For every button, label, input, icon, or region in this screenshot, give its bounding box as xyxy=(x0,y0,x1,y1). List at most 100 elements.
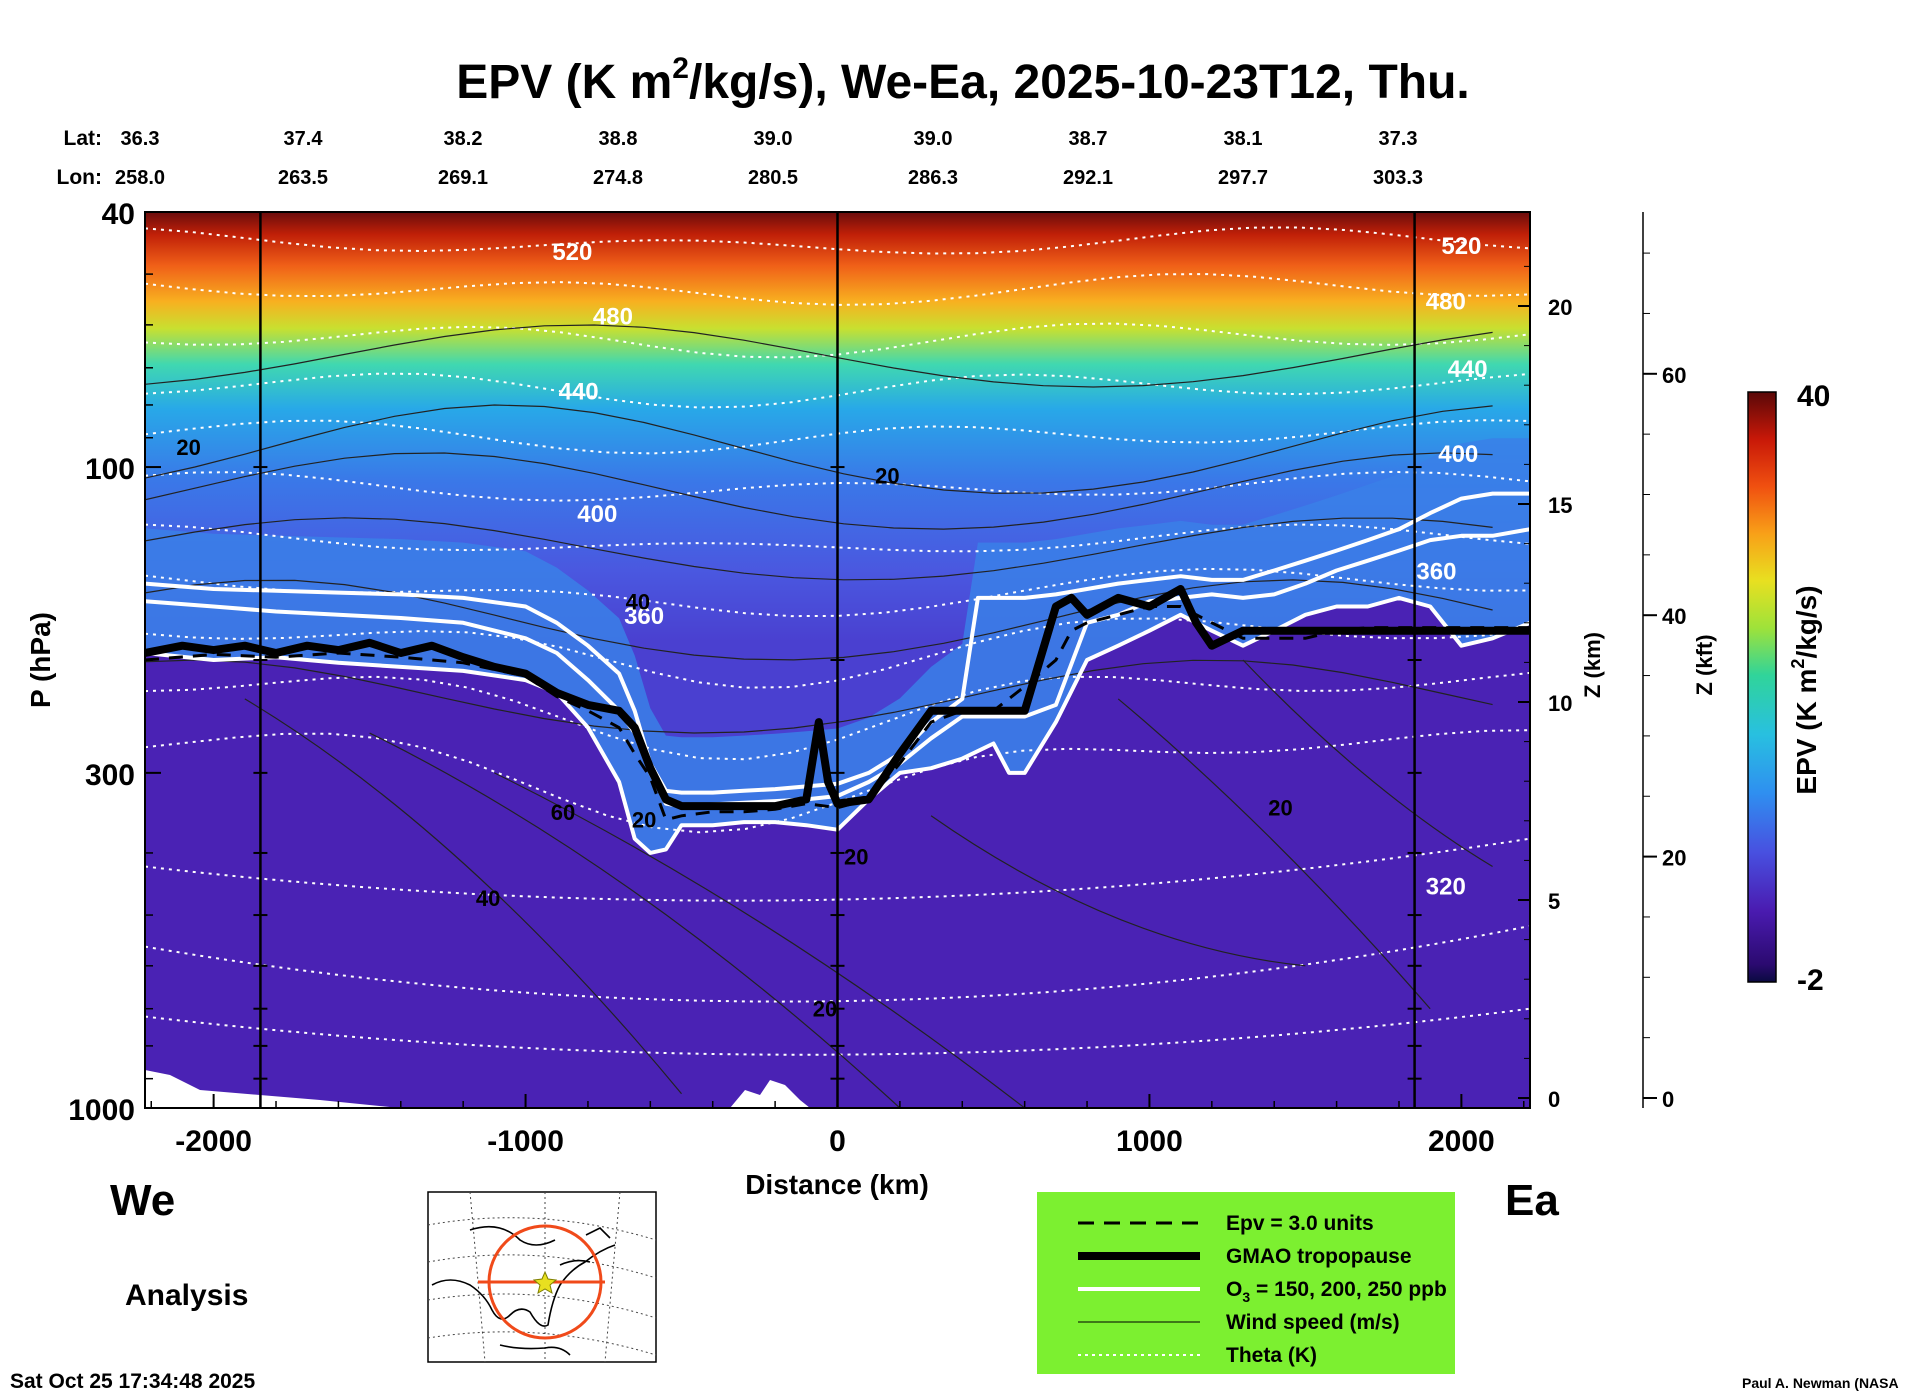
wind-label: 40 xyxy=(626,589,650,614)
header-lon-value: 297.7 xyxy=(1218,167,1268,189)
lat-label: Lat: xyxy=(64,127,103,150)
colorbar-label: EPV (K m2/kg/s) xyxy=(1788,585,1822,794)
header-lon-value: 274.8 xyxy=(593,167,643,189)
header-lon-value: 303.3 xyxy=(1373,167,1423,189)
legend-ozone-suffix: = 150, 200, 250 ppb xyxy=(1250,1278,1447,1301)
theta-label: 480 xyxy=(593,303,633,330)
legend-theta-label: Theta (K) xyxy=(1226,1344,1317,1367)
header-lon-value: 269.1 xyxy=(438,167,488,189)
x-tick-label: 1000 xyxy=(1116,1125,1183,1158)
surface-terrain xyxy=(145,1070,810,1108)
z-kft-axis-label: Z (kft) xyxy=(1692,634,1717,695)
zkft-tick-label: 0 xyxy=(1662,1087,1674,1112)
theta-label: 360 xyxy=(624,603,664,630)
header-lat-value: 39.0 xyxy=(754,128,793,150)
wind-contour xyxy=(145,452,1493,530)
header-lat-value: 38.8 xyxy=(599,128,638,150)
header-lat-value: 38.2 xyxy=(444,128,483,150)
legend-epv-label: Epv = 3.0 units xyxy=(1226,1212,1374,1235)
header-lat-value: 36.3 xyxy=(121,128,160,150)
p-tick-label: 1000 xyxy=(68,1094,135,1127)
header-lat-value: 37.3 xyxy=(1379,128,1418,150)
title-superscript: 2 xyxy=(672,52,689,85)
x-tick-label: 0 xyxy=(829,1125,846,1158)
p-tick-label: 100 xyxy=(85,453,135,486)
title-prefix: EPV (K m xyxy=(456,56,672,109)
west-label: We xyxy=(110,1176,175,1225)
section-divider-lines xyxy=(253,212,1422,1108)
theta-contour xyxy=(145,671,1530,761)
wind-label: 60 xyxy=(551,800,575,825)
pressure-axis: 40 100 300 1000 xyxy=(68,198,161,1127)
theta-label: 400 xyxy=(577,501,617,528)
zkm-tick-label: 0 xyxy=(1548,1087,1560,1112)
distance-axis: -2000 -1000 0 1000 2000 xyxy=(150,1094,1525,1158)
wind-label: 20 xyxy=(176,435,200,460)
header-lat-value: 39.0 xyxy=(914,128,953,150)
legend-ozone-prefix: O xyxy=(1226,1278,1242,1301)
z-km-axis-label: Z (km) xyxy=(1580,632,1605,698)
theta-label: 480 xyxy=(1426,289,1466,316)
gmao-tropopause-line xyxy=(145,585,1530,811)
colorbar-min-label: -2 xyxy=(1797,964,1824,997)
zkft-tick-label: 60 xyxy=(1662,363,1686,388)
legend-ozone-sub: 3 xyxy=(1242,1289,1250,1305)
theta-label: 440 xyxy=(559,379,599,406)
wind-label: 20 xyxy=(875,463,899,488)
wind-speed-contours xyxy=(145,324,1493,1108)
wind-label: 20 xyxy=(844,844,868,869)
legend-box: Epv = 3.0 units GMAO tropopause O3 = 150… xyxy=(1037,1192,1455,1374)
analysis-label: Analysis xyxy=(125,1279,248,1312)
contour-labels: 520 480 440 400 360 520 480 440 400 360 320 20 20 40 6… xyxy=(176,233,1487,1022)
wind-contour xyxy=(494,772,1026,1108)
x-axis-label: Distance (km) xyxy=(745,1169,929,1200)
header-lat-value: 37.4 xyxy=(284,128,324,150)
x-tick-label: -2000 xyxy=(175,1125,252,1158)
header-lat-value: 38.7 xyxy=(1069,128,1108,150)
legend-wind-label: Wind speed (m/s) xyxy=(1226,1311,1400,1334)
theta-label: 360 xyxy=(1416,558,1456,585)
zkft-tick-label: 20 xyxy=(1662,846,1686,871)
wind-contour xyxy=(145,404,1493,494)
colorbar-label-suffix: /kg/s) xyxy=(1791,585,1822,658)
wind-contour xyxy=(145,517,1493,581)
theta-label: 320 xyxy=(1426,874,1466,901)
wind-contour xyxy=(369,732,901,1108)
wind-label: 20 xyxy=(1268,796,1292,821)
title-suffix: /kg/s), We-Ea, 2025-10-23T12, Thu. xyxy=(689,56,1470,109)
y-axis-label: P (hPa) xyxy=(25,612,56,708)
colorbar-max-label: 40 xyxy=(1797,380,1830,413)
p-tick-label: 40 xyxy=(102,198,135,231)
header-lat-value: 38.1 xyxy=(1224,128,1263,150)
altitude-km-axis: 0 5 10 15 20 xyxy=(1518,265,1572,1112)
header-lon-value: 292.1 xyxy=(1063,167,1113,189)
zkft-tick-label: 40 xyxy=(1662,604,1686,629)
wind-contour xyxy=(1242,659,1493,868)
theta-label: 520 xyxy=(1441,233,1481,260)
wind-contour xyxy=(1117,698,1431,1010)
zkm-tick-label: 5 xyxy=(1548,889,1560,914)
theta-label: 440 xyxy=(1448,356,1488,383)
altitude-kft-axis: 0 20 40 60 xyxy=(1642,212,1686,1112)
theta-label: 400 xyxy=(1438,441,1478,468)
colorbar-label-prefix: EPV (K m xyxy=(1791,669,1822,795)
zkm-tick-label: 10 xyxy=(1548,691,1572,716)
zkm-tick-label: 20 xyxy=(1548,295,1572,320)
x-tick-label: 2000 xyxy=(1428,1125,1495,1158)
lon-label: Lon: xyxy=(57,166,102,189)
theta-contour xyxy=(145,924,1530,1003)
colorbar-label-sup: 2 xyxy=(1788,659,1808,669)
chart-title: EPV (K m2/kg/s), We-Ea, 2025-10-23T12, T… xyxy=(456,52,1469,109)
colorbar xyxy=(1747,391,1777,983)
header-lon-value: 286.3 xyxy=(908,167,958,189)
location-map xyxy=(427,1191,657,1363)
header-lon-value: 258.0 xyxy=(115,167,165,189)
zkm-tick-label: 15 xyxy=(1548,493,1572,518)
wind-contour xyxy=(145,579,1493,661)
legend-ozone-label: O3 = 150, 200, 250 ppb xyxy=(1226,1278,1447,1305)
wind-label: 40 xyxy=(476,886,500,911)
lat-lon-header: 36.3 37.4 38.2 38.8 39.0 39.0 38.7 38.1 37.3 258.… xyxy=(115,128,1423,189)
map-center-star xyxy=(532,1270,558,1295)
wind-label: 20 xyxy=(632,808,656,833)
